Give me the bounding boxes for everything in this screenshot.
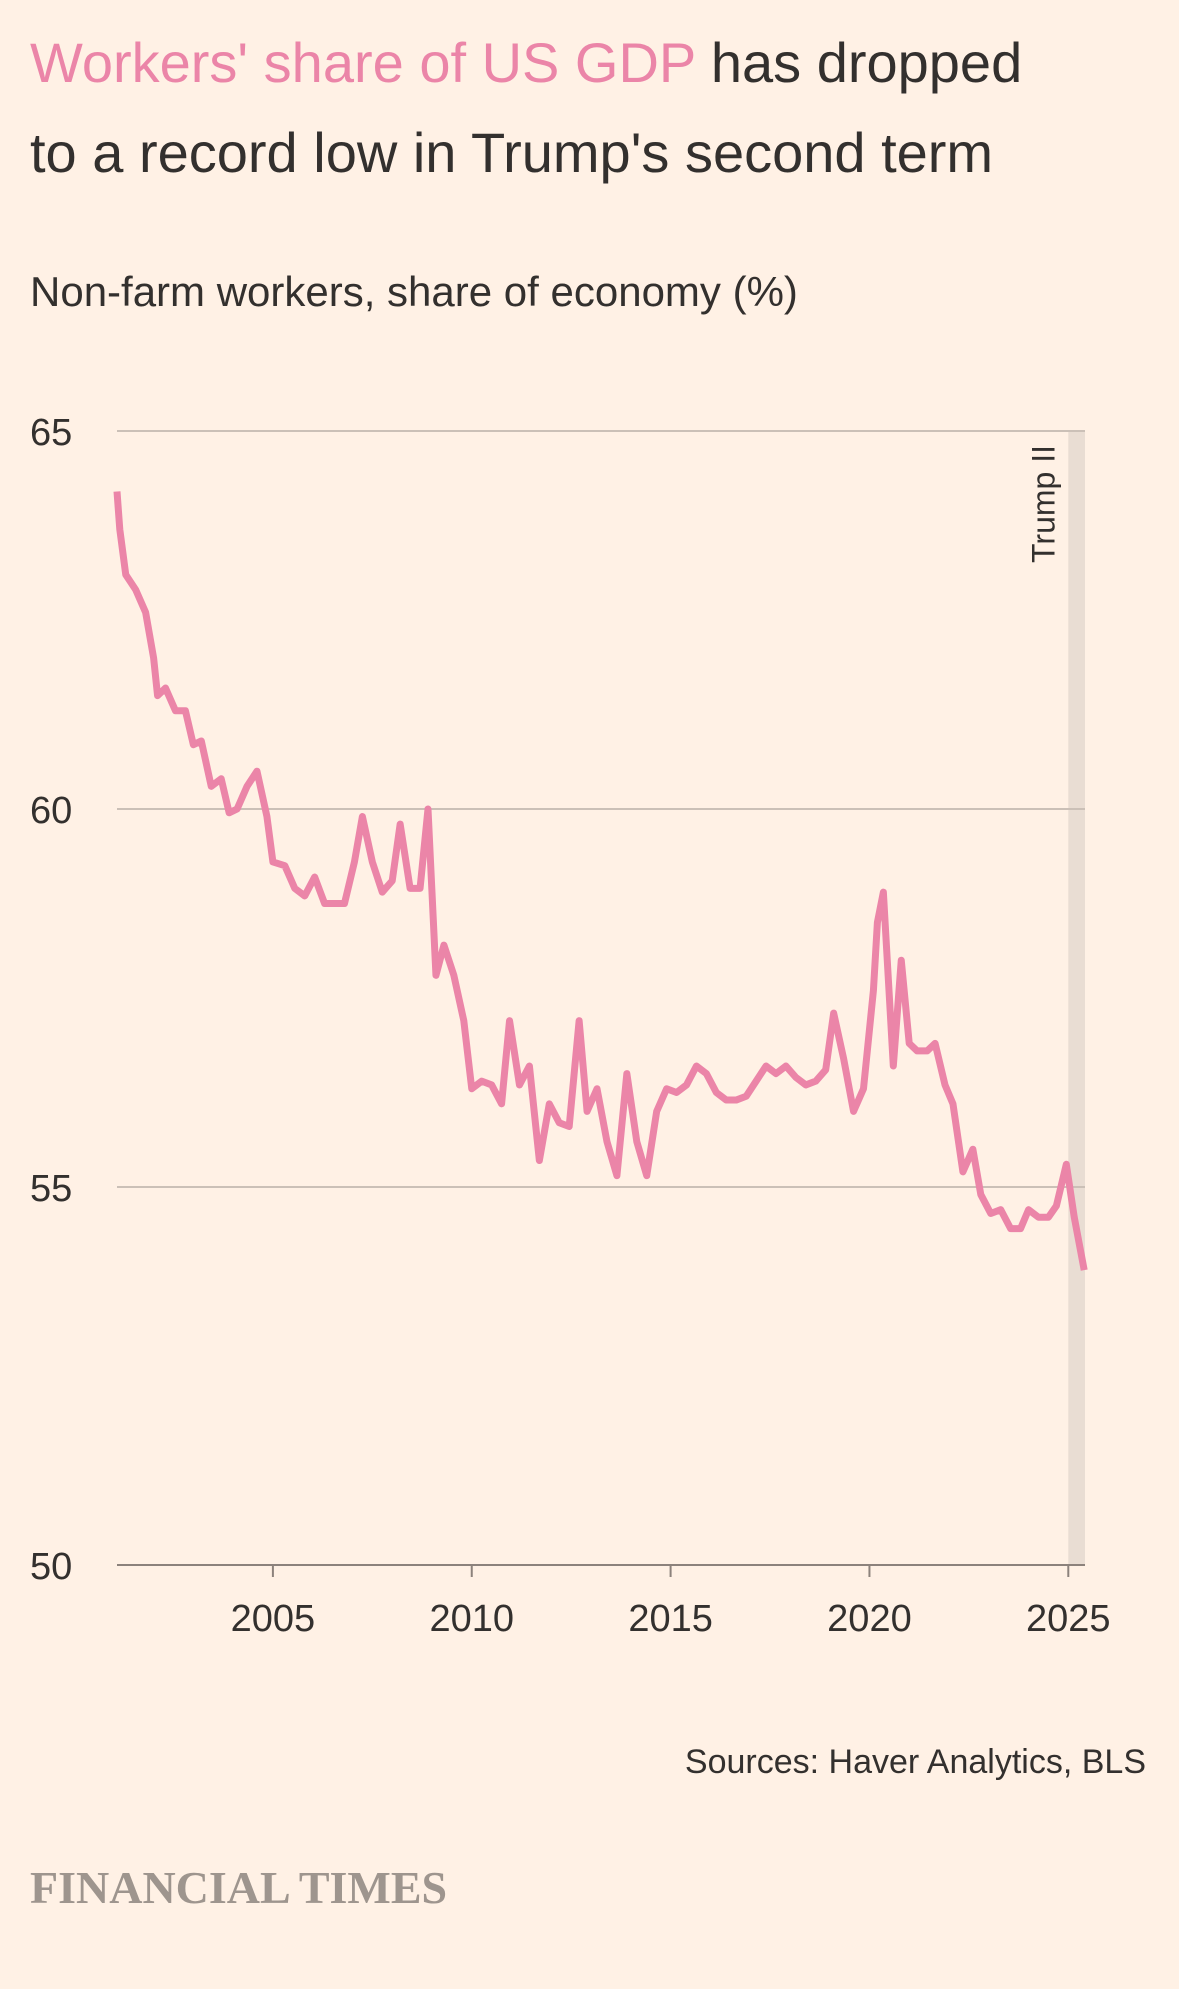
x-tick-label: 2005 <box>231 1598 316 1640</box>
source: Sources: Haver Analytics, BLS <box>685 1743 1146 1781</box>
title-text: has dropped <box>711 31 1022 94</box>
y-tick-label: 55 <box>30 1168 72 1210</box>
x-tick-label: 2010 <box>429 1598 514 1640</box>
y-tick-label: 65 <box>30 412 72 454</box>
data-line <box>113 491 1088 1271</box>
chart-title: to a record low in Trump's second term <box>30 121 993 184</box>
chart-subtitle: Non-farm workers, share of economy (%) <box>30 268 798 315</box>
x-tick-label: 2020 <box>827 1598 912 1640</box>
annotation-label: Trump II <box>1025 445 1061 563</box>
title-highlight: Workers' share of US GDP <box>30 31 695 94</box>
x-tick-label: 2015 <box>628 1598 713 1640</box>
x-tick-label: 2025 <box>1026 1598 1111 1640</box>
plot <box>113 430 1088 1577</box>
branding: FINANCIAL TIMES <box>30 1862 447 1913</box>
annotation-band <box>1068 431 1085 1565</box>
y-tick-label: 50 <box>30 1546 72 1588</box>
chart-title: Workers' share of US GDP has dropped <box>30 31 1022 94</box>
y-tick-label: 60 <box>30 790 72 832</box>
